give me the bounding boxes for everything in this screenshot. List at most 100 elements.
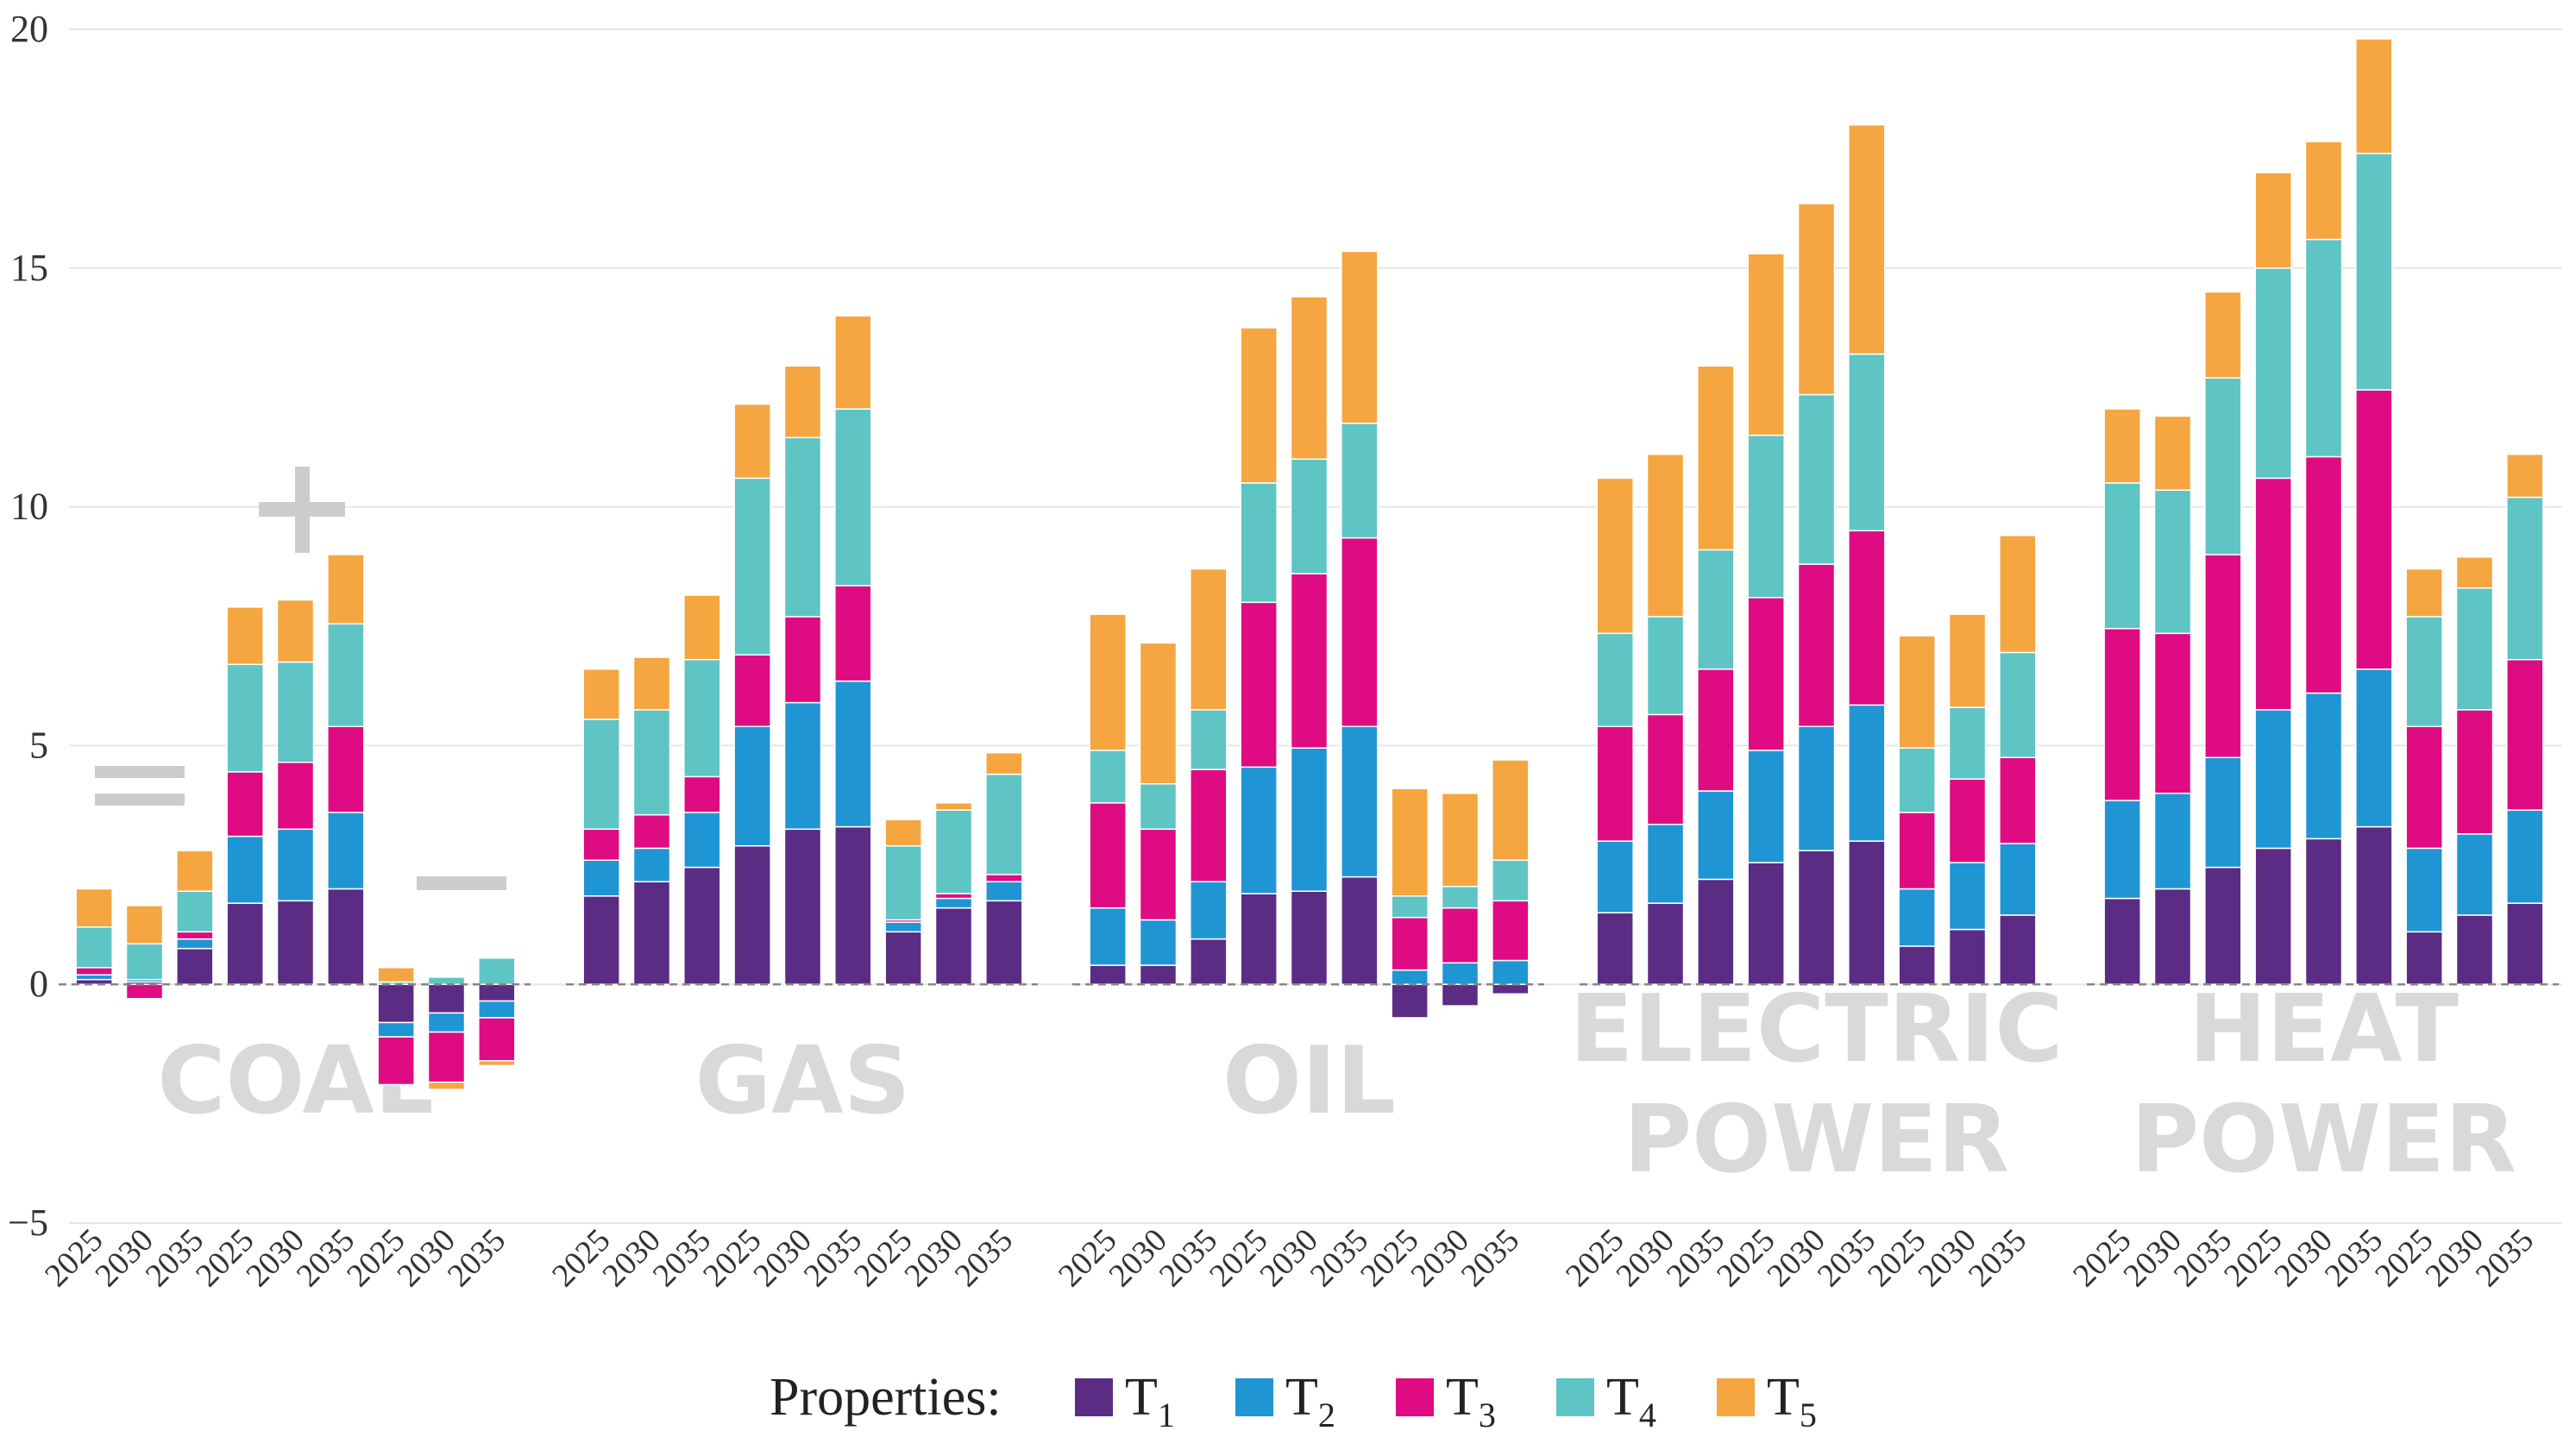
bar-segment [478, 1000, 516, 1019]
bar-segment [2304, 692, 2343, 840]
bar-segment [783, 436, 822, 618]
bar-segment [1290, 296, 1329, 460]
legend-swatch [1235, 1378, 1273, 1416]
x-tick-label: 2035 [948, 1222, 1020, 1294]
bar-segment [985, 751, 1023, 775]
bar-segment [176, 947, 214, 985]
bar-segment [1089, 750, 1127, 804]
equal-mark-bottom [95, 794, 185, 806]
bar-segment [176, 931, 214, 940]
bar-segment [1341, 875, 1379, 985]
bar-segment [2204, 377, 2242, 555]
bar-group [2103, 38, 2544, 985]
bar-segment [2455, 914, 2494, 985]
bar-segment [834, 680, 872, 828]
bar-segment [1898, 888, 1936, 947]
bar-segment [176, 850, 214, 892]
bar-segment [327, 623, 365, 728]
bar-segment [276, 599, 315, 663]
legend-label: T5 [1767, 1368, 1817, 1434]
bar-segment [1139, 642, 1178, 785]
legend-swatch [1717, 1378, 1755, 1416]
bar-segment [683, 659, 721, 778]
bar-segment [276, 661, 315, 763]
bar-segment [2103, 628, 2141, 801]
bar-segment [1999, 535, 2037, 654]
bar-segment [226, 771, 264, 838]
bar-segment [1391, 969, 1429, 985]
bar-segment [2506, 659, 2544, 811]
minus-mark [417, 876, 506, 890]
bar-segment [1596, 632, 1634, 728]
bar-segment [2153, 793, 2192, 890]
legend-label: T4 [1606, 1368, 1656, 1434]
bar-segment [834, 315, 872, 410]
bar-group [582, 315, 1023, 985]
bar-segment [1999, 914, 2037, 985]
bar-segment [733, 654, 771, 728]
bar-segment [478, 1017, 516, 1062]
bar-segment [1441, 907, 1480, 964]
bar-segment [1848, 704, 1886, 842]
equal-mark-top [95, 766, 185, 778]
x-tick-label: 2035 [2469, 1222, 2541, 1294]
bar-segment [2455, 833, 2494, 916]
bar-segment [834, 825, 872, 985]
bar-segment [985, 881, 1023, 902]
bar-group [75, 554, 516, 1090]
bar-segment [427, 983, 466, 1014]
group-label: GAS [694, 1027, 910, 1135]
bar-segment [1441, 885, 1480, 909]
x-tick-label: 2035 [441, 1222, 512, 1294]
bar-segment [478, 1060, 516, 1067]
bar-segment [1089, 964, 1127, 985]
y-tick-label: 0 [29, 963, 48, 1005]
bar-segment [2304, 238, 2343, 458]
plus-mark-vertical [295, 467, 310, 553]
bar-segment [1948, 862, 1987, 931]
legend-item: T3 [1396, 1368, 1496, 1434]
bar-segment [2153, 632, 2192, 794]
group-label: OIL [1222, 1027, 1396, 1135]
bar-segment [2506, 496, 2544, 661]
bar-segment [1697, 365, 1735, 551]
bar-segment [985, 874, 1023, 882]
bar-segment [2204, 866, 2242, 985]
bar-segment [1848, 353, 1886, 532]
bar-segment [327, 725, 365, 813]
y-axis-ticks: −5 0 5 10 15 20 [8, 8, 48, 1244]
bar-segment [1441, 983, 1480, 1007]
bar-segment [427, 976, 466, 985]
bar-segment [733, 725, 771, 847]
bar-segment [783, 701, 822, 831]
bar-segment [1848, 530, 1886, 706]
bar-segment [582, 895, 620, 985]
bar-segment [276, 828, 315, 902]
bar-segment [1240, 327, 1278, 484]
bar-segment [2204, 554, 2242, 758]
bar-segment [733, 403, 771, 480]
scenario-marks [95, 467, 506, 890]
bar-segment [1596, 725, 1634, 842]
bar-segment [1139, 782, 1178, 831]
bar-segment [1999, 756, 2037, 844]
bar-segment [1139, 964, 1178, 985]
bar-segment [1697, 790, 1735, 881]
plus-mark [259, 467, 345, 553]
bar-segment [1948, 928, 1987, 985]
bar-segment [934, 893, 973, 900]
bar-segment [2254, 477, 2292, 711]
bar-segment [1441, 962, 1480, 985]
bar-segment [1341, 250, 1379, 424]
bar-segment [1797, 563, 1836, 728]
bar-segment [1391, 983, 1429, 1019]
bar-segment [632, 709, 671, 816]
bar-segment [683, 594, 721, 661]
bar-segment [2405, 568, 2443, 618]
bar-segment [125, 943, 164, 981]
bar-segment [2355, 668, 2393, 828]
group-label: ELECTRIC [1570, 976, 2064, 1083]
bar-segment [1747, 750, 1785, 863]
bar-segment [1290, 458, 1329, 574]
